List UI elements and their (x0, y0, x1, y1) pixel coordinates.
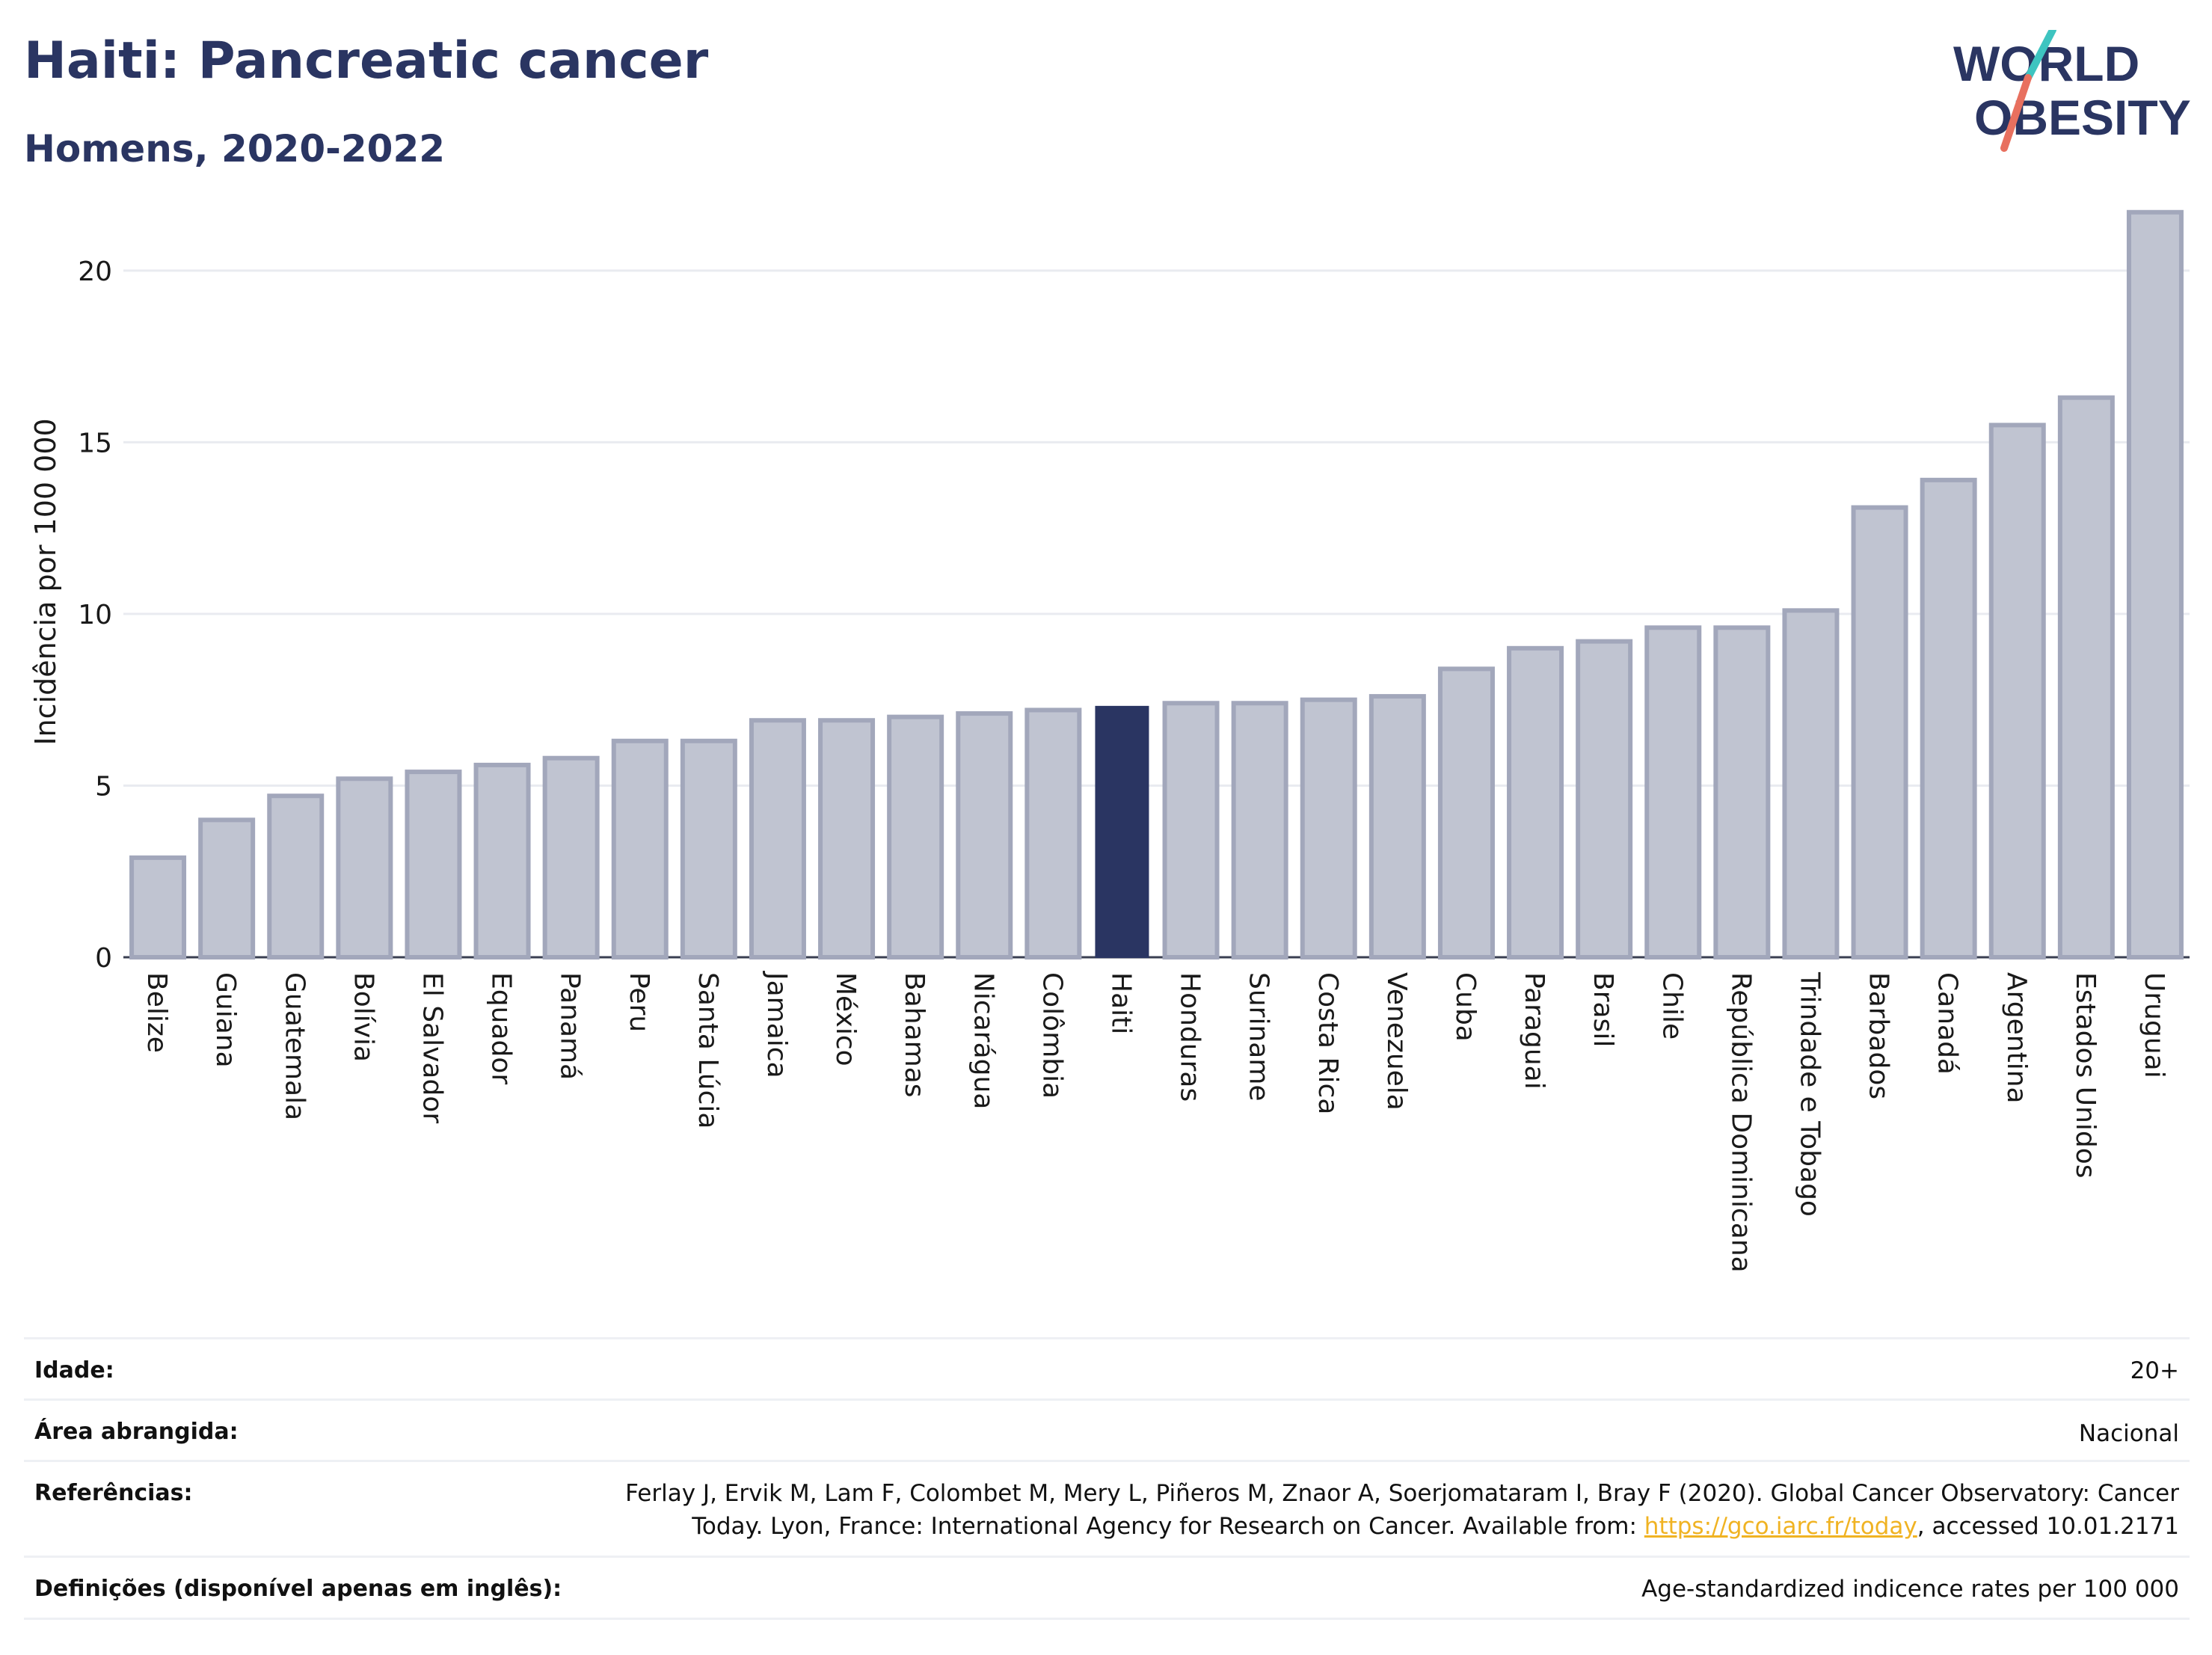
age-value: 20+ (2130, 1357, 2179, 1384)
bar-highlight (1095, 705, 1149, 958)
x-tick-label: Guatemala (279, 972, 310, 1120)
bar (1300, 697, 1357, 959)
x-tick-label: Venezuela (1381, 972, 1412, 1111)
bar (818, 718, 876, 960)
info-row-definitions: Definições (disponível apenas em inglês)… (24, 1556, 2190, 1620)
x-tick-label: Jamaica (761, 971, 792, 1078)
x-tick-label: Peru (624, 972, 654, 1032)
info-row-references: Referências: Ferlay J, Ervik M, Lam F, C… (24, 1460, 2190, 1558)
x-tick-label: Guiana (210, 972, 241, 1068)
y-tick-labels: 0 5 10 15 20 (78, 257, 112, 974)
area-value: Nacional (2078, 1420, 2179, 1447)
bar (1024, 707, 1082, 959)
y-axis-label: Incidência por 100 000 (29, 418, 62, 745)
y-tick-label: 20 (78, 257, 112, 287)
world-obesity-logo: WORLD OBESITY (1953, 30, 2191, 152)
references-line1: Ferlay J, Ervik M, Lam F, Colombet M, Me… (625, 1480, 2179, 1507)
definitions-value: Age-standardized indicence rates per 100… (1641, 1576, 2179, 1603)
info-row-age: Idade: 20+ (24, 1337, 2190, 1399)
x-tick-label: Belize (141, 972, 172, 1053)
x-tick-label: Chile (1656, 972, 1687, 1040)
x-tick-label: Equador (486, 972, 517, 1084)
x-tick-label: Trindade e Tobago (1794, 971, 1825, 1217)
bar (1507, 645, 1564, 959)
y-tick-label: 10 (78, 600, 112, 630)
x-tick-label: Cuba (1450, 972, 1481, 1042)
bar (956, 711, 1013, 960)
bar (1576, 639, 1633, 959)
chart-subtitle: Homens, 2020-2022 (24, 127, 446, 171)
bar (542, 755, 600, 960)
bar-chart: 0 5 10 15 20 Belize Guiana Guatemala Bolívia El … (29, 209, 2190, 1273)
x-tick-label: Bahamas (899, 972, 930, 1098)
references-link[interactable]: https://gco.iarc.fr/today (1644, 1513, 1917, 1540)
x-tick-label: Argentina (2001, 972, 2032, 1104)
bar (680, 738, 737, 959)
x-tick-label: Colômbia (1036, 972, 1067, 1099)
x-tick-label: Haiti (1105, 972, 1136, 1034)
references-line2-post: , accessed 10.01.2171 (1917, 1513, 2179, 1540)
x-tick-label: Santa Lúcia (692, 972, 723, 1129)
x-tick-label: Suriname (1244, 972, 1274, 1102)
definitions-label: Definições (disponível apenas em inglês)… (34, 1576, 562, 1602)
bar (336, 776, 393, 959)
logo-slash-coral (2000, 74, 2032, 152)
x-tick-label: Uruguai (2139, 972, 2169, 1078)
x-tick-label: Bolívia (348, 972, 378, 1062)
x-tick-labels: Belize Guiana Guatemala Bolívia El Salvador E… (141, 971, 2169, 1273)
references-value: Ferlay J, Ervik M, Lam F, Colombet M, Me… (625, 1477, 2179, 1543)
references-label: Referências: (34, 1480, 193, 1506)
y-tick-label: 15 (78, 428, 112, 458)
bar (129, 855, 187, 960)
age-label: Idade: (34, 1357, 114, 1384)
bar (1162, 701, 1220, 959)
bar (1231, 701, 1288, 959)
bar (1713, 625, 1771, 959)
bar (267, 793, 325, 960)
y-tick-label: 5 (95, 771, 112, 802)
bar (2126, 209, 2184, 960)
x-tick-label: Canadá (1932, 972, 1963, 1075)
bar (2057, 395, 2115, 959)
bar (611, 738, 669, 959)
chart-title: Haiti: Pancreatic cancer (24, 31, 709, 90)
bar (1437, 666, 1495, 959)
bar (749, 718, 806, 960)
x-tick-label: Nicarágua (968, 972, 998, 1109)
area-label: Área abrangida: (34, 1419, 239, 1445)
x-tick-label: Honduras (1175, 972, 1205, 1102)
x-tick-label: Estados Unidos (2070, 972, 2101, 1179)
x-tick-label: Paraguai (1519, 972, 1549, 1090)
x-tick-label: Costa Rica (1312, 972, 1343, 1114)
x-tick-label: Brasil (1588, 972, 1618, 1047)
references-line2-pre: Today. Lyon, France: International Agenc… (692, 1513, 1644, 1540)
bar (405, 770, 462, 960)
bar (1920, 477, 1977, 959)
bar (1368, 694, 1426, 959)
x-tick-label: El Salvador (417, 972, 447, 1123)
bar (473, 762, 531, 960)
logo-slash-teal (2024, 30, 2056, 82)
x-tick-label: República Dominicana (1725, 972, 1756, 1273)
x-tick-label: México (830, 972, 861, 1066)
info-row-area: Área abrangida: Nacional (24, 1398, 2190, 1462)
bars (129, 209, 2184, 960)
bar (198, 817, 256, 960)
bar (1782, 608, 1840, 959)
x-tick-label: Barbados (1864, 972, 1894, 1099)
y-tick-label: 0 (95, 943, 112, 974)
bar (1988, 423, 2046, 959)
bar (887, 714, 944, 959)
x-tick-label: Panamá (555, 972, 586, 1080)
bar (1851, 505, 1908, 959)
bar (1644, 625, 1702, 959)
grid-lines (123, 269, 2190, 959)
